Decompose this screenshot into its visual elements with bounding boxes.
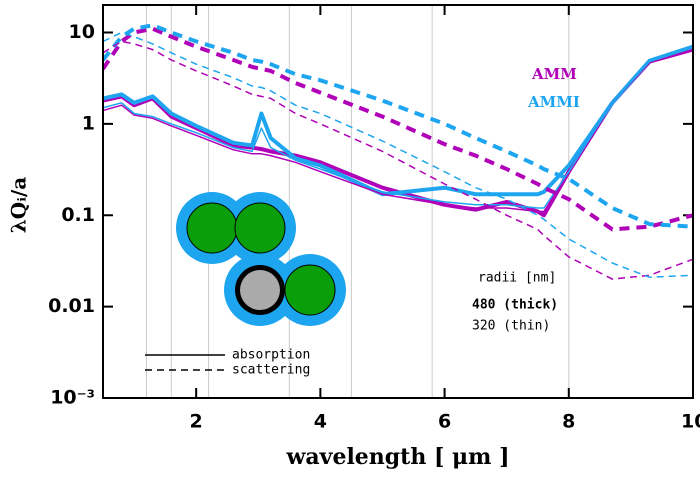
y-tick-label: 10 <box>69 21 95 43</box>
y-axis-label: λQᵢ/a <box>7 177 31 234</box>
legend-label: AMM <box>531 65 577 83</box>
series-line <box>103 48 693 213</box>
plot-frame <box>102 4 694 399</box>
x-tick-label: 10 <box>681 411 700 433</box>
legend-label: scattering <box>232 363 310 378</box>
y-tick-label: 0.1 <box>61 204 95 226</box>
legend-label: 320 (thin) <box>472 319 550 334</box>
legend-label: absorption <box>232 348 310 363</box>
y-tick-label: 10⁻³ <box>50 387 95 409</box>
legend-label: 480 (thick) <box>472 298 558 313</box>
y-tick-label: 0.01 <box>48 295 95 317</box>
series-line <box>103 23 693 229</box>
legend-label: AMMI <box>527 93 580 111</box>
legend-title: radii [nm] <box>478 271 556 286</box>
series-line <box>103 26 693 232</box>
x-tick-label: 2 <box>190 411 203 433</box>
aggregate-diagram <box>176 192 346 326</box>
x-tick-label: 4 <box>314 411 327 433</box>
series-line <box>103 47 693 209</box>
x-tick-label: 6 <box>438 411 451 433</box>
series-line <box>103 40 693 280</box>
x-axis-label: wavelength [ μm ] <box>285 444 509 470</box>
y-tick-label: 1 <box>82 112 95 134</box>
series-line <box>103 44 693 197</box>
x-tick-label: 8 <box>562 411 575 433</box>
series-line <box>103 47 693 218</box>
series-line <box>103 31 693 278</box>
